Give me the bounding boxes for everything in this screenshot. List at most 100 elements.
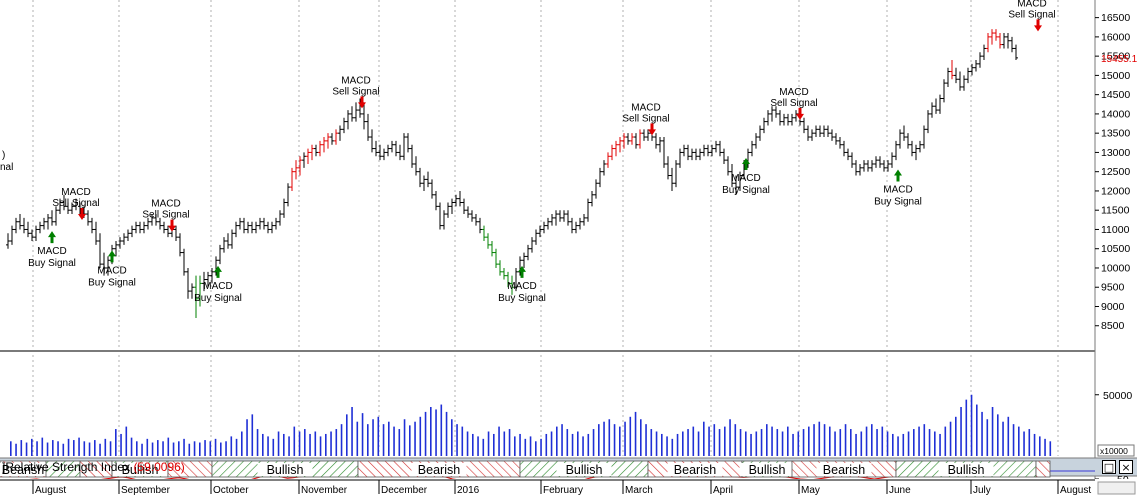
price-axis-tick-label: 10500	[1101, 243, 1130, 255]
volume-bar	[31, 438, 33, 456]
volume-bar	[235, 438, 238, 456]
ohlc-bar	[726, 156, 730, 176]
ohlc-bar	[42, 217, 46, 230]
volume-bar	[886, 431, 889, 456]
rsi-panel-title: ]Relative Strength Index (59.0096)	[2, 458, 185, 476]
volume-bar	[361, 413, 364, 456]
ohlc-bar	[270, 221, 274, 234]
volume-bar	[477, 436, 479, 456]
volume-bar	[288, 436, 290, 456]
volume-bar	[73, 440, 75, 456]
price-axis-tick-label: 12000	[1101, 185, 1130, 197]
ohlc-bar	[338, 125, 342, 141]
time-axis-scroll-box[interactable]	[1097, 481, 1136, 495]
close-panel-button[interactable]: ×	[1119, 460, 1133, 474]
ohlc-bar	[966, 67, 970, 84]
volume-bar	[419, 416, 422, 456]
ohlc-bar	[878, 156, 882, 168]
ohlc-bar	[942, 79, 946, 103]
ohlc-bar	[234, 221, 238, 238]
maximize-panel-button[interactable]: □	[1102, 460, 1116, 474]
ohlc-bar	[774, 106, 778, 118]
signal-label: MACD	[731, 173, 760, 184]
volume-bar	[136, 441, 138, 456]
ohlc-bar	[34, 225, 38, 242]
volume-bar	[829, 426, 831, 456]
ohlc-bar	[574, 221, 578, 234]
ohlc-bar	[174, 225, 178, 242]
ohlc-bar	[98, 233, 102, 268]
volume-bar	[892, 433, 894, 456]
volume-bar	[955, 416, 957, 456]
signal-label: Sell Signal	[770, 98, 817, 109]
volume-bar	[503, 431, 506, 456]
ohlc-bar	[122, 233, 126, 245]
time-axis-label: April	[713, 485, 733, 496]
volume-bar	[661, 433, 663, 456]
volume-bar	[304, 429, 306, 456]
volume-bar	[267, 436, 269, 456]
volume-bar	[666, 436, 668, 456]
ohlc-bar	[750, 140, 754, 157]
price-axis-tick-label: 14500	[1101, 89, 1130, 101]
volume-bar	[335, 429, 338, 456]
volume-bar	[860, 431, 863, 456]
ohlc-bar	[162, 221, 166, 234]
ohlc-bar	[230, 229, 234, 249]
volume-bar	[346, 414, 348, 456]
volume-bar	[377, 416, 380, 456]
price-axis-tick-label: 15000	[1101, 70, 1130, 82]
ohlc-bar	[674, 160, 678, 188]
volume-bar	[88, 442, 91, 456]
ohlc-bar	[378, 144, 382, 161]
band-label-bg	[556, 463, 612, 476]
bullish-band-segment: Bullish	[739, 460, 795, 478]
ohlc-bar	[714, 140, 718, 153]
band-label-bg	[938, 463, 994, 476]
band-segment-label: Bearish	[674, 463, 716, 477]
ohlc-bar	[266, 221, 270, 234]
band-label-bg	[257, 463, 313, 476]
volume-scale-box	[1097, 444, 1135, 457]
volume-bar	[1044, 438, 1046, 456]
volume-bar	[991, 407, 994, 456]
ohlc-bar	[398, 144, 402, 161]
volume-bar	[619, 426, 621, 456]
ohlc-bar	[10, 225, 14, 245]
ohlc-bar	[450, 198, 454, 215]
ohlc-bar	[638, 129, 642, 149]
volume-bar	[262, 433, 264, 456]
ohlc-bar	[962, 75, 966, 91]
volume-bar	[750, 433, 752, 456]
volume-bar	[839, 429, 842, 456]
ohlc-bar	[814, 125, 818, 138]
ohlc-bar	[618, 137, 622, 153]
ohlc-bar	[166, 225, 170, 238]
ohlc-bar	[510, 275, 514, 295]
volume-bar	[372, 419, 374, 456]
ohlc-bar	[22, 217, 26, 234]
ohlc-bar	[46, 214, 50, 230]
volume-bar	[109, 441, 112, 456]
buy-arrow-icon	[518, 265, 526, 278]
volume-bar	[613, 424, 616, 456]
ohlc-bar	[626, 133, 630, 145]
ohlc-bar	[634, 133, 638, 149]
volume-bar	[939, 433, 941, 456]
ohlc-bar	[850, 152, 854, 168]
volume-bar	[293, 426, 296, 456]
volume-bar	[844, 424, 847, 456]
ohlc-bar	[350, 106, 354, 122]
ohlc-bar	[722, 148, 726, 164]
band-label-bg	[739, 463, 795, 476]
ohlc-bar	[430, 179, 434, 199]
volume-bar	[949, 421, 952, 456]
signal-label: Buy Signal	[722, 185, 770, 196]
ohlc-bar	[150, 214, 154, 226]
volume-bar	[130, 437, 133, 456]
sell-arrow-icon	[358, 96, 366, 109]
